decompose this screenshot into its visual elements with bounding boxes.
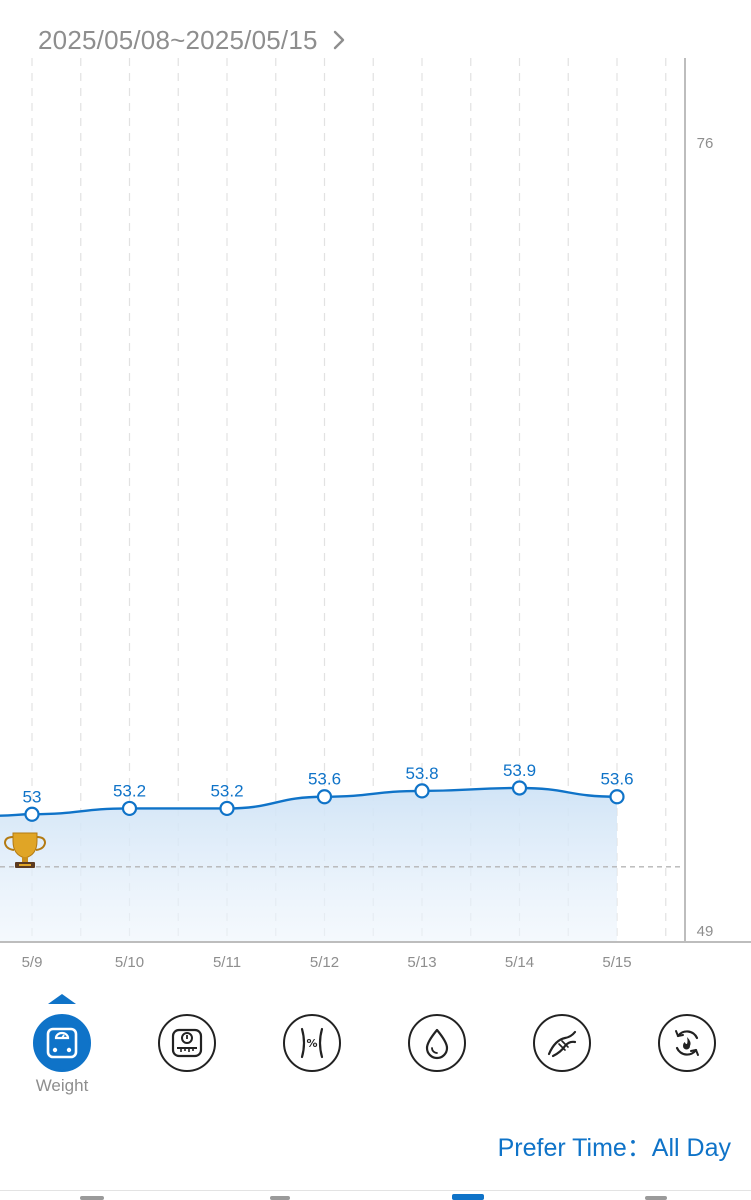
data-label: 53.2 bbox=[210, 781, 243, 800]
x-tick-label: 5/11 bbox=[213, 954, 241, 971]
data-point[interactable] bbox=[121, 800, 138, 817]
y-tick-label: 49 bbox=[697, 923, 714, 940]
date-range-selector[interactable]: 2025/05/08~2025/05/15 bbox=[38, 22, 348, 58]
bottom-tab-bar-partial bbox=[0, 1190, 751, 1200]
body-fat-icon: % bbox=[300, 1027, 324, 1059]
x-tick-label: 5/9 bbox=[22, 954, 43, 971]
svg-text:%: % bbox=[306, 1037, 317, 1050]
metric-muscle-button[interactable] bbox=[533, 1014, 591, 1072]
bmi-scale-icon bbox=[171, 1028, 203, 1058]
data-point[interactable] bbox=[414, 783, 430, 799]
metric-weight-label: Weight bbox=[35, 1076, 89, 1095]
x-tick-label: 5/15 bbox=[602, 954, 631, 971]
water-drop-icon bbox=[425, 1028, 449, 1060]
x-tick-label: 5/10 bbox=[115, 954, 144, 971]
active-metric-indicator bbox=[48, 994, 76, 1004]
muscle-icon bbox=[547, 1030, 577, 1058]
data-label: 53.9 bbox=[503, 761, 536, 780]
x-tick-label: 5/12 bbox=[310, 954, 339, 971]
chevron-right-icon bbox=[333, 30, 344, 50]
data-point[interactable] bbox=[219, 800, 235, 817]
data-label: 53 bbox=[23, 787, 42, 806]
data-point[interactable] bbox=[609, 789, 625, 805]
data-label: 53.8 bbox=[405, 764, 438, 783]
trophy-icon bbox=[3, 832, 47, 868]
weight-scale-icon bbox=[46, 1027, 78, 1059]
metric-bmi-button[interactable] bbox=[158, 1014, 216, 1072]
data-label: 53.6 bbox=[600, 770, 633, 789]
metric-weight-button[interactable] bbox=[33, 1014, 91, 1072]
data-point[interactable] bbox=[24, 806, 40, 822]
chart-area-fill bbox=[0, 787, 617, 942]
metric-water-button[interactable] bbox=[408, 1014, 466, 1072]
data-point[interactable] bbox=[316, 789, 333, 805]
x-tick-label: 5/14 bbox=[505, 954, 534, 971]
x-tick-label: 5/13 bbox=[407, 954, 436, 971]
weight-chart[interactable]: 76 49 53 5/9 53.2 5/10 53.2 5/11 53.6 5/12 53.8 5/1… bbox=[0, 0, 751, 990]
date-range-text: 2025/05/08~2025/05/15 bbox=[38, 24, 318, 55]
metric-selector-bar: Weight % bbox=[0, 990, 751, 1110]
metric-metabolism-button[interactable] bbox=[658, 1014, 716, 1072]
metric-body-fat-button[interactable]: % bbox=[283, 1014, 341, 1072]
metabolism-icon bbox=[675, 1030, 699, 1056]
y-tick-label: 76 bbox=[697, 135, 714, 152]
data-label: 53.2 bbox=[113, 781, 146, 800]
data-label: 53.6 bbox=[308, 770, 341, 789]
data-point[interactable] bbox=[511, 780, 528, 796]
prefer-time-selector[interactable]: Prefer Time：All Day bbox=[497, 1134, 731, 1162]
